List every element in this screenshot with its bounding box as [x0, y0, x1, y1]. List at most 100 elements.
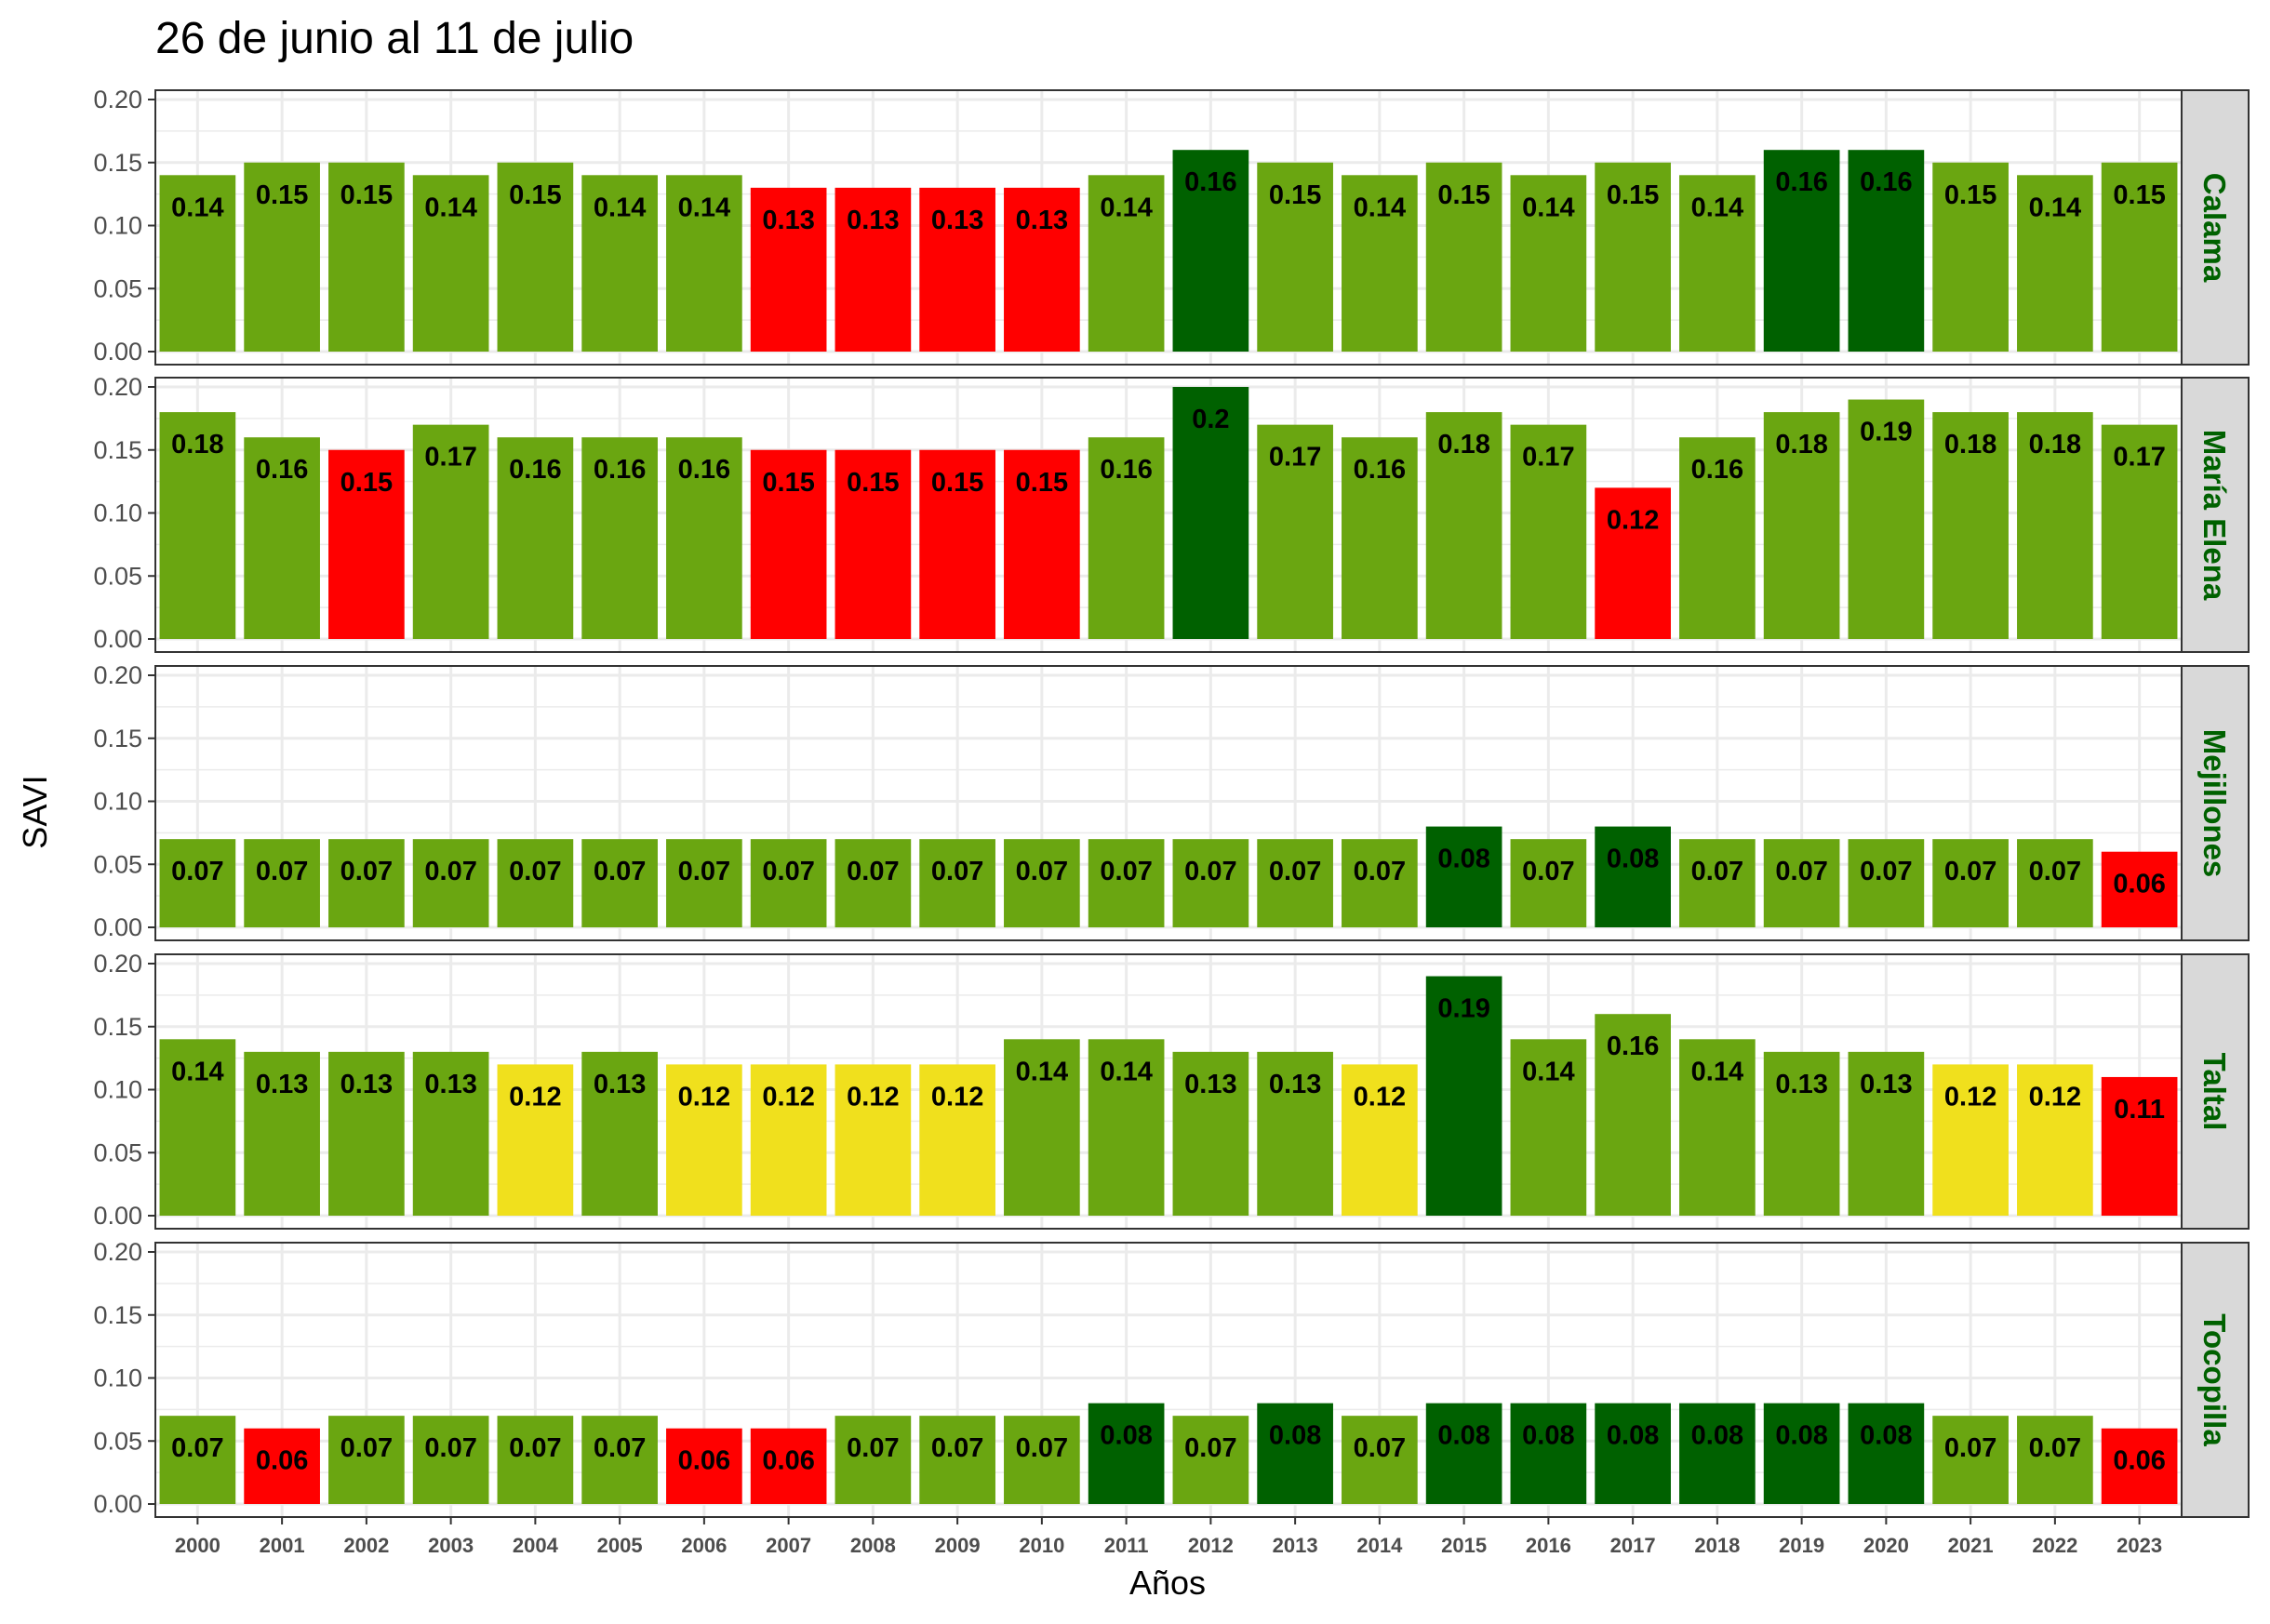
x-tick-label: 2000	[175, 1534, 220, 1557]
bar-mejillones-2010	[1004, 839, 1080, 927]
bar-taltal-2023	[2101, 1076, 2178, 1216]
bar-calama-2021	[1932, 162, 2009, 352]
bar-tocopilla-2010	[1004, 1416, 1080, 1504]
bar-value-label: 0.13	[594, 1070, 646, 1099]
bar-calama-2001	[244, 162, 320, 352]
bar-value-label: 0.18	[2029, 430, 2081, 459]
bar-value-label: 0.15	[340, 468, 393, 498]
facet-strip-label: María Elena	[2197, 430, 2232, 601]
bar-value-label: 0.08	[1860, 1421, 1912, 1451]
y-tick-label: 0.15	[93, 436, 142, 464]
bar-taltal-2022	[2017, 1064, 2093, 1216]
bar-calama-2015	[1425, 162, 1502, 352]
bar-value-label: 0.16	[1100, 455, 1152, 485]
bar-taltal-2016	[1510, 1039, 1587, 1216]
bar-maría-elena-2018	[1679, 437, 1756, 639]
bar-tocopilla-2023	[2101, 1428, 2178, 1504]
y-tick-label: 0.10	[93, 1076, 142, 1104]
bar-value-label: 0.08	[1522, 1421, 1574, 1451]
bar-value-label: 0.12	[1944, 1082, 1996, 1112]
y-tick-label: 0.10	[93, 1364, 142, 1392]
bar-value-label: 0.07	[1354, 857, 1406, 886]
bar-value-label: 0.16	[509, 455, 561, 485]
bar-taltal-2019	[1763, 1051, 1840, 1216]
bar-taltal-2014	[1342, 1064, 1418, 1216]
bar-maría-elena-2008	[835, 449, 912, 639]
bar-value-label: 0.07	[256, 857, 308, 886]
bar-value-label: 0.13	[847, 206, 899, 235]
bar-mejillones-2023	[2101, 851, 2178, 927]
bar-value-label: 0.08	[1269, 1421, 1321, 1451]
bar-maría-elena-2010	[1004, 449, 1080, 639]
bar-taltal-2012	[1172, 1051, 1249, 1216]
bar-tocopilla-2000	[159, 1416, 236, 1504]
facet-strip-label: Taltal	[2197, 1053, 2232, 1131]
bar-tocopilla-2022	[2017, 1416, 2093, 1504]
bar-value-label: 0.08	[1607, 1421, 1659, 1451]
bar-taltal-2006	[666, 1064, 742, 1216]
bar-tocopilla-2005	[581, 1416, 658, 1504]
bar-mejillones-2019	[1763, 839, 1840, 927]
y-tick-label: 0.10	[93, 499, 142, 527]
y-tick-label: 0.15	[93, 149, 142, 177]
y-tick-label: 0.05	[93, 850, 142, 878]
bar-value-label: 0.13	[340, 1070, 393, 1099]
bar-tocopilla-2003	[412, 1416, 489, 1504]
bar-value-label: 0.13	[1775, 1070, 1827, 1099]
x-tick-label: 2001	[260, 1534, 305, 1557]
bar-mejillones-2002	[328, 839, 405, 927]
bar-value-label: 0.14	[424, 193, 476, 222]
panel-tocopilla: 0.00 0.05 0.10 0.15 0.20 0.07 0.06 0.07 0.07 0.07…	[93, 1238, 2250, 1557]
x-tick-label: 2006	[681, 1534, 727, 1557]
y-tick-label: 0.20	[93, 661, 142, 689]
bar-value-label: 0.14	[1522, 1057, 1574, 1086]
bar-value-label: 0.07	[678, 857, 730, 886]
x-tick-label: 2005	[597, 1534, 643, 1557]
bar-value-label: 0.14	[594, 193, 646, 222]
bar-value-label: 0.12	[2029, 1082, 2081, 1112]
bar-value-label: 0.13	[1184, 1070, 1236, 1099]
bar-value-label: 0.17	[424, 443, 476, 473]
bar-value-label: 0.07	[1860, 857, 1912, 886]
x-tick-label: 2020	[1863, 1534, 1909, 1557]
x-tick-label: 2003	[428, 1534, 474, 1557]
x-tick-label: 2023	[2116, 1534, 2162, 1557]
bar-value-label: 0.15	[1016, 468, 1068, 498]
bar-value-label: 0.08	[1100, 1421, 1152, 1451]
x-tick-label: 2009	[935, 1534, 981, 1557]
bar-value-label: 0.12	[509, 1082, 561, 1112]
panel-calama: 0.00 0.05 0.10 0.15 0.20 0.14 0.15 0.15 0.14 0.15…	[93, 86, 2250, 366]
bar-value-label: 0.15	[762, 468, 814, 498]
bar-tocopilla-2011	[1088, 1403, 1165, 1504]
bar-calama-2009	[919, 187, 995, 352]
y-tick-label: 0.20	[93, 86, 142, 113]
bar-taltal-2018	[1679, 1039, 1756, 1216]
bar-maría-elena-2002	[328, 449, 405, 639]
bar-value-label: 0.07	[594, 857, 646, 886]
bar-maría-elena-2012	[1172, 387, 1249, 639]
bar-value-label: 0.15	[2113, 180, 2165, 210]
bar-calama-2002	[328, 162, 405, 352]
bar-value-label: 0.14	[1100, 1057, 1152, 1086]
bar-value-label: 0.16	[594, 455, 646, 485]
bar-value-label: 0.18	[1944, 430, 1996, 459]
bar-value-label: 0.07	[1775, 857, 1827, 886]
x-tick-label: 2014	[1356, 1534, 1403, 1557]
bar-value-label: 0.13	[1860, 1070, 1912, 1099]
bar-calama-2010	[1004, 187, 1080, 352]
y-axis-title: SAVI	[16, 775, 54, 848]
bar-tocopilla-2002	[328, 1416, 405, 1504]
bar-value-label: 0.07	[424, 1433, 476, 1463]
bar-taltal-2013	[1257, 1051, 1333, 1216]
x-tick-label: 2007	[766, 1534, 811, 1557]
bar-tocopilla-2004	[497, 1416, 574, 1504]
bar-mejillones-2017	[1595, 826, 1671, 927]
panel-taltal: 0.00 0.05 0.10 0.15 0.20 0.14 0.13 0.13 0.13 0.12…	[93, 950, 2250, 1230]
bar-mejillones-2021	[1932, 839, 2009, 927]
bar-maría-elena-2009	[919, 449, 995, 639]
bar-calama-2003	[412, 175, 489, 352]
bar-taltal-2004	[497, 1064, 574, 1216]
facet-strip-label: Tocopilla	[2197, 1313, 2232, 1446]
bar-value-label: 0.18	[1437, 430, 1489, 459]
y-tick-label: 0.20	[93, 950, 142, 978]
